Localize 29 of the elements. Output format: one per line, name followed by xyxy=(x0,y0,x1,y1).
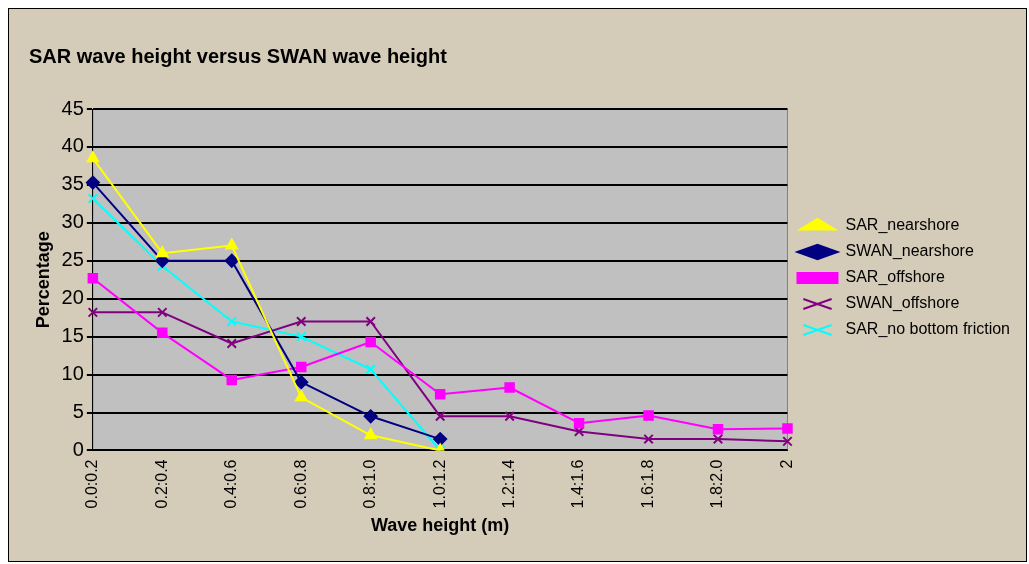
x-tick-label: 1.0:1.2 xyxy=(430,459,448,509)
legend-label: SAR_offshore xyxy=(845,268,945,287)
y-axis-title: Percentage xyxy=(32,231,53,329)
y-tick-label: 15 xyxy=(61,324,84,347)
chart-title: SAR wave height versus SWAN wave height xyxy=(29,44,448,67)
x-tick-label: 0.4:0.6 xyxy=(222,459,240,509)
x-tick-label: 0.2:0.4 xyxy=(152,459,170,509)
legend-label: SAR_nearshore xyxy=(845,216,960,235)
y-tick-label: 35 xyxy=(61,172,84,195)
x-tick-label: 0.0:0.2 xyxy=(83,459,101,509)
x-tick-label: 2 xyxy=(777,459,795,469)
y-tick-label: 20 xyxy=(61,286,84,309)
y-tick-label: 45 xyxy=(61,96,84,119)
legend-label: SWAN_nearshore xyxy=(845,242,974,261)
y-tick-label: 25 xyxy=(61,248,84,271)
legend-label: SAR_no bottom friction xyxy=(845,320,1011,339)
x-tick-label: 1.2:1.4 xyxy=(500,459,518,509)
x-tick-label: 0.6:0.8 xyxy=(291,459,309,509)
x-tick-label: 1.4:1.6 xyxy=(569,459,587,509)
x-tick-label: 1.6:1.8 xyxy=(638,459,656,509)
x-axis-title: Wave height (m) xyxy=(370,515,510,536)
y-tick-label: 10 xyxy=(61,362,84,385)
x-tick-label: 0.8:1.0 xyxy=(361,459,379,509)
y-tick-label: 40 xyxy=(61,134,84,157)
y-tick-label: 0 xyxy=(72,437,84,460)
x-tick-label: 1.8:2.0 xyxy=(708,459,726,509)
y-tick-label: 5 xyxy=(72,400,84,423)
y-tick-label: 30 xyxy=(61,210,84,233)
legend-label: SWAN_offshore xyxy=(845,294,960,313)
